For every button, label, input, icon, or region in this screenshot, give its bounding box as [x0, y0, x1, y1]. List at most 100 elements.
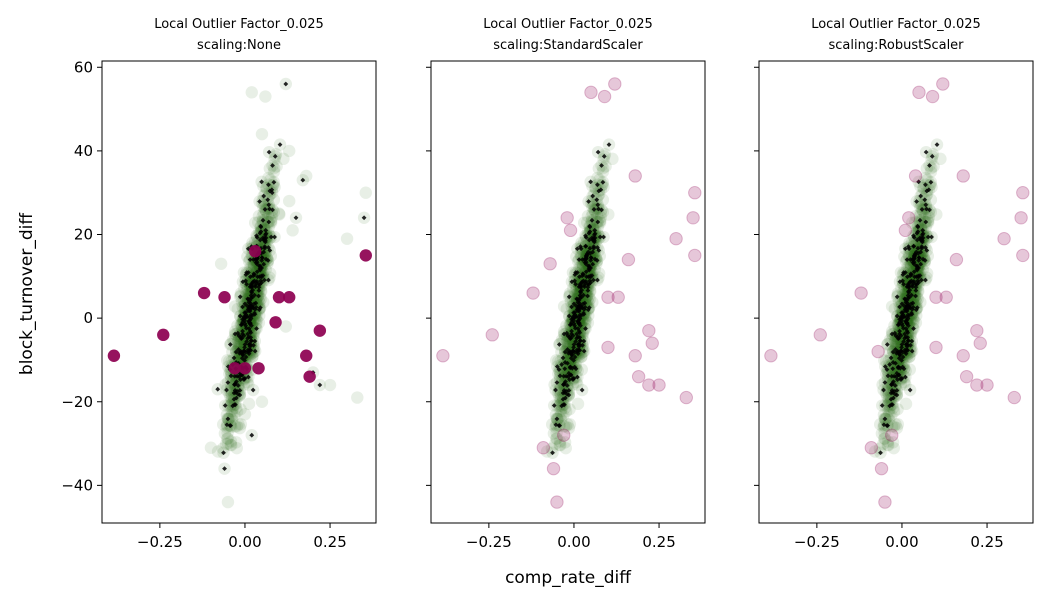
inlier-point: [591, 189, 605, 203]
inlier-diamond-marker: [268, 234, 274, 240]
x-tick-label: 0.25: [970, 533, 1003, 551]
inlier-diamond-marker: [902, 347, 908, 353]
inlier-point: [216, 442, 230, 455]
inlier-diamond-marker: [580, 301, 586, 307]
subplot-title-line1: Local Outlier Factor_0.025: [483, 17, 653, 32]
inlier-diamond-marker: [244, 339, 250, 344]
outlier-point: [248, 245, 262, 258]
inlier-diamond-marker: [583, 255, 589, 261]
outlier-point: [1016, 186, 1030, 200]
inlier-diamond-marker: [253, 284, 258, 290]
outlier-point: [939, 290, 953, 304]
inlier-diamond-marker: [915, 273, 921, 279]
inlier-diamond-marker: [576, 306, 582, 311]
inlier-diamond-marker: [277, 142, 283, 148]
inlier-point: [889, 338, 903, 352]
outlier-point: [764, 349, 778, 363]
inlier-diamond-marker: [893, 360, 898, 366]
inlier-diamond-marker: [906, 246, 912, 252]
inlier-diamond-marker: [600, 179, 606, 185]
inlier-diamond-marker: [266, 277, 271, 283]
inlier-diamond-marker: [923, 245, 928, 250]
inlier-diamond-marker: [317, 382, 323, 388]
inlier-diamond-marker: [878, 450, 883, 456]
inlier-diamond-marker: [256, 288, 262, 293]
inlier-point: [245, 86, 258, 99]
inlier-diamond-marker: [888, 355, 894, 361]
inlier-point: [269, 148, 283, 161]
inlier-point: [579, 314, 593, 327]
inlier-diamond-marker: [575, 351, 581, 357]
inlier-diamond-marker: [924, 206, 929, 212]
inlier-diamond-marker: [566, 313, 572, 319]
inlier-diamond-marker: [283, 81, 289, 87]
inlier-point: [888, 302, 902, 316]
inlier-diamond-marker: [266, 219, 272, 225]
inlier-diamond-marker: [561, 402, 566, 408]
inlier-point: [925, 153, 938, 166]
inlier-diamond-marker: [588, 280, 594, 285]
inlier-point: [596, 165, 610, 178]
inlier-diamond-marker: [912, 274, 917, 280]
inlier-diamond-marker: [557, 373, 563, 379]
inlier-point: [602, 208, 615, 221]
inlier-diamond-marker: [914, 230, 920, 236]
inlier-point: [883, 408, 896, 421]
inlier-diamond-marker: [879, 403, 885, 408]
inlier-diamond-marker: [252, 338, 258, 344]
inlier-diamond-marker: [887, 362, 893, 367]
inlier-diamond-marker: [247, 257, 253, 262]
outlier-point: [864, 441, 879, 455]
inlier-point: [901, 261, 914, 274]
inlier-diamond-marker: [263, 231, 269, 237]
inlier-diamond-marker: [581, 310, 586, 316]
inlier-diamond-marker: [575, 334, 581, 340]
inlier-diamond-marker: [903, 318, 909, 324]
outlier-point: [902, 211, 916, 225]
inlier-point: [255, 395, 269, 408]
inlier-diamond-marker: [890, 380, 895, 386]
inlier-point: [221, 426, 234, 439]
inlier-point: [578, 317, 592, 331]
outlier-point: [688, 186, 702, 200]
inlier-diamond-marker: [252, 348, 258, 354]
inlier-point: [545, 418, 559, 431]
inlier-diamond-marker: [572, 325, 578, 331]
inlier-diamond-marker: [238, 334, 243, 340]
inlier-diamond-marker: [556, 342, 562, 347]
inlier-point: [591, 171, 604, 185]
inlier-diamond-marker: [924, 188, 930, 194]
inlier-diamond-marker: [908, 257, 913, 262]
inlier-diamond-marker: [250, 387, 256, 393]
inlier-diamond-marker: [914, 237, 920, 243]
inlier-point: [242, 397, 256, 411]
inlier-point: [899, 378, 912, 391]
outlier-point: [925, 89, 940, 104]
inlier-diamond-marker: [577, 338, 583, 344]
inlier-point: [267, 193, 281, 207]
inlier-point: [216, 418, 230, 431]
x-tick-label: −0.25: [466, 533, 512, 551]
inlier-diamond-marker: [265, 197, 271, 203]
inlier-diamond-marker: [254, 235, 260, 240]
inlier-diamond-marker: [576, 297, 582, 303]
inlier-diamond-marker: [913, 284, 919, 290]
inlier-point: [924, 193, 938, 207]
inlier-diamond-marker: [234, 373, 240, 379]
inlier-point: [263, 188, 277, 201]
inlier-diamond-marker: [248, 316, 254, 321]
inlier-diamond-marker: [929, 234, 934, 240]
inlier-diamond-marker: [251, 257, 256, 262]
inlier-diamond-marker: [573, 270, 579, 275]
inlier-diamond-marker: [591, 207, 597, 212]
inlier-diamond-marker: [890, 360, 896, 365]
outlier-point: [628, 169, 642, 183]
inlier-point: [554, 391, 567, 405]
inlier-diamond-marker: [254, 326, 259, 331]
inlier-point: [211, 445, 225, 458]
inlier-diamond-marker: [923, 277, 928, 283]
inlier-point: [255, 127, 269, 141]
inlier-diamond-marker: [591, 239, 597, 245]
inlier-diamond-marker: [586, 230, 592, 236]
outlier-point: [686, 211, 700, 225]
